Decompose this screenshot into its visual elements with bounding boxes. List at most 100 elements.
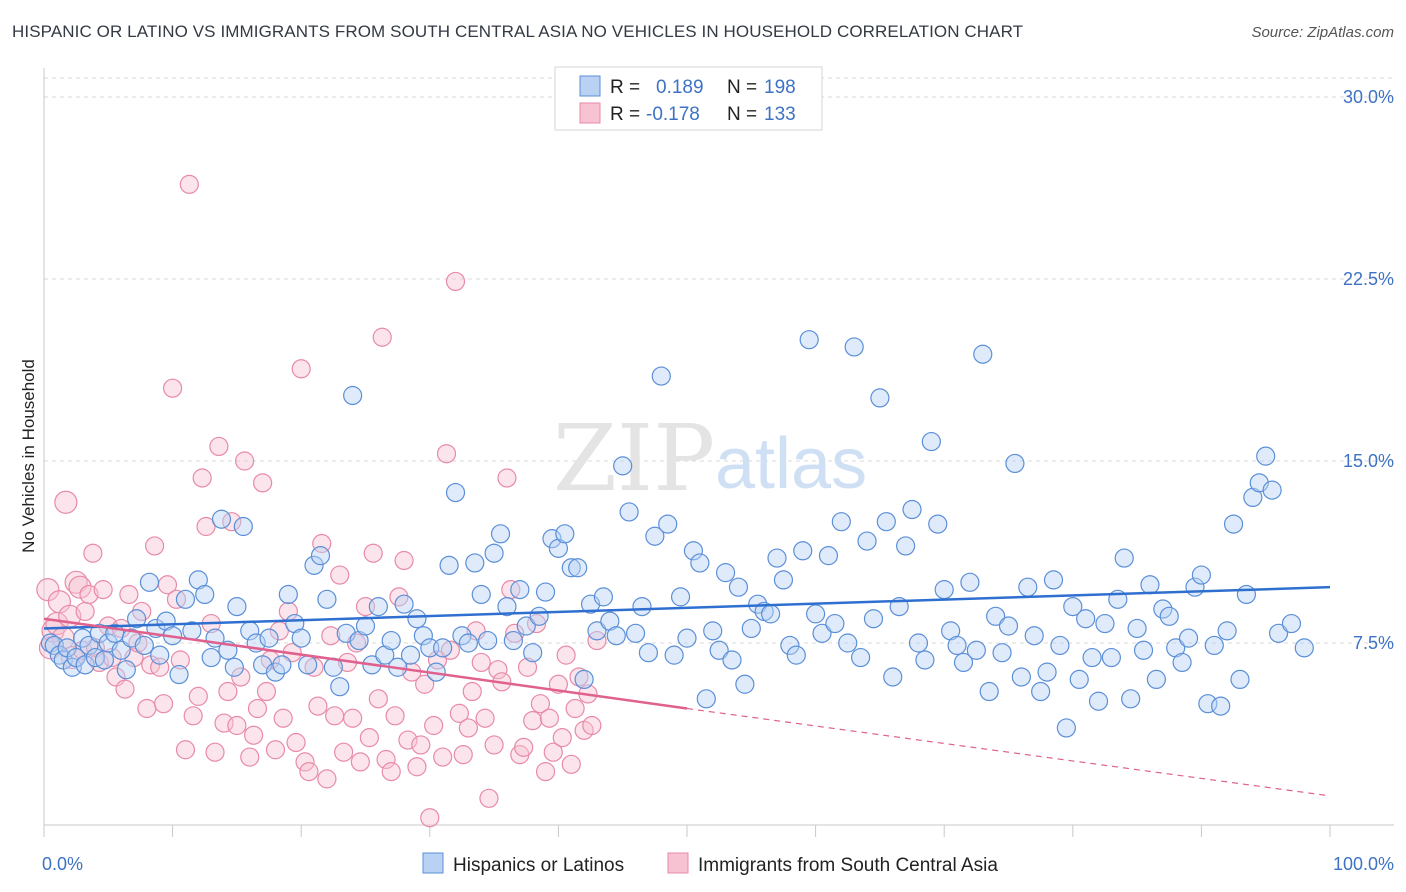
hispanics-point-47 (304, 555, 324, 575)
hispanics-point-158 (1018, 577, 1038, 597)
hispanics-point-167 (1076, 609, 1096, 629)
hispanics-point-96 (619, 502, 639, 522)
hispanics-point-122 (786, 645, 806, 665)
hispanics-point-29 (195, 584, 215, 605)
hispanics-point-75 (484, 543, 504, 563)
watermark-zip: ZIP (553, 405, 715, 512)
hispanics-point-154 (992, 643, 1012, 663)
hispanics-point-45 (291, 628, 311, 648)
hispanics-point-135 (870, 388, 890, 408)
legend-swatch-immigrants (667, 852, 689, 874)
immigrants-point-122 (543, 742, 563, 762)
hispanics-point-57 (368, 596, 388, 617)
hispanics-point-143 (921, 431, 941, 452)
hispanics-point-67 (433, 638, 453, 658)
hispanics-point-164 (1056, 718, 1076, 738)
immigrants-point-105 (471, 652, 491, 673)
immigrants-point-84 (381, 762, 401, 782)
immigrants-point-64 (295, 752, 315, 772)
immigrants-trend-line (43, 617, 688, 710)
hispanics-point-196 (1262, 480, 1282, 500)
hispanics-point-144 (928, 514, 948, 534)
hispanics-point-102 (658, 514, 678, 534)
hispanics-point-199 (1294, 638, 1314, 658)
legend-label-hispanics: Hispanics or Latinos (453, 855, 624, 876)
hispanics-point-114 (735, 674, 755, 694)
immigrants-point-126 (561, 754, 581, 774)
hispanics-point-103 (664, 645, 684, 665)
legend-n-value-2: 133 (764, 104, 796, 125)
hispanics-point-78 (503, 630, 523, 651)
hispanics-point-113 (728, 577, 749, 597)
hispanics-point-61 (394, 594, 414, 614)
immigrants-point-55 (256, 681, 277, 702)
hispanics-point-101 (651, 366, 671, 386)
immigrants-point-80 (363, 543, 383, 563)
immigrants-point-97 (436, 444, 457, 464)
hispanics-point-162 (1043, 570, 1064, 590)
immigrants-point-54 (253, 473, 273, 493)
hispanics-point-175 (1127, 618, 1147, 639)
hispanics-point-112 (722, 650, 742, 670)
hispanics-point-41 (265, 662, 286, 682)
hispanics-point-136 (876, 512, 896, 532)
hispanics-point-72 (465, 553, 485, 573)
hispanics-point-150 (966, 640, 986, 660)
immigrants-point-72 (330, 565, 350, 585)
immigrants-point-100 (449, 703, 469, 723)
hispanics-point-147 (947, 635, 967, 656)
immigrants-point-29 (144, 536, 165, 556)
hispanics-point-120 (773, 570, 794, 590)
immigrants-point-85 (385, 706, 405, 726)
immigrants-point-83 (376, 749, 396, 770)
hispanics-point-62 (400, 645, 421, 665)
hispanics-point-188 (1211, 696, 1231, 716)
hispanics-point-77 (497, 596, 517, 617)
hispanics-point-36 (233, 516, 253, 537)
immigrants-point-53 (247, 698, 268, 719)
immigrants-point-31 (153, 694, 174, 714)
immigrants-point-62 (286, 732, 306, 753)
immigrants-point-99 (445, 271, 466, 292)
hispanics-trend-line (43, 585, 1331, 630)
immigrants-point-41 (196, 516, 216, 537)
hispanics-point-139 (896, 536, 916, 556)
hispanics-point-148 (953, 652, 974, 673)
hispanics-point-59 (381, 630, 401, 651)
immigrants-point-51 (240, 747, 260, 767)
immigrants-point-52 (244, 725, 264, 745)
hispanics-point-127 (818, 546, 839, 566)
hispanics-point-16 (116, 660, 136, 680)
immigrants-point-131 (582, 715, 602, 736)
immigrants-point-124 (552, 728, 572, 748)
immigrants-point-12 (75, 601, 95, 622)
hispanics-point-95 (613, 456, 633, 476)
grid-lines (44, 77, 1394, 644)
hispanics-point-131 (844, 337, 864, 357)
legend-series: Hispanics or Latinos Immigrants from Sou… (422, 852, 998, 876)
hispanics-point-153 (986, 606, 1006, 626)
immigrants-point-14 (83, 543, 103, 563)
hispanics-point-105 (677, 628, 697, 648)
chart-title: HISPANIC OR LATINO VS IMMIGRANTS FROM SO… (12, 22, 1024, 41)
immigrants-point-63 (291, 359, 311, 379)
hispanics-point-177 (1140, 575, 1160, 595)
immigrants-point-65 (299, 762, 319, 782)
hispanics-point-84 (542, 529, 562, 549)
hispanics-point-71 (458, 633, 478, 653)
immigrants-point-90 (407, 757, 427, 777)
hispanics-point-70 (452, 626, 472, 646)
hispanics-point-49 (317, 589, 337, 609)
immigrants-point-91 (411, 735, 431, 755)
legend-swatch-hispanics (422, 852, 444, 874)
immigrants-point-82 (372, 327, 392, 347)
hispanics-point-126 (812, 623, 832, 643)
hispanics-point-141 (908, 633, 929, 653)
hispanics-point-155 (998, 616, 1019, 636)
y-tick-label-0: 7.5% (1353, 633, 1394, 653)
hispanics-point-109 (703, 621, 723, 641)
hispanics-point-42 (272, 655, 292, 675)
hispanics-point-110 (709, 640, 729, 660)
hispanics-point-176 (1133, 640, 1154, 660)
